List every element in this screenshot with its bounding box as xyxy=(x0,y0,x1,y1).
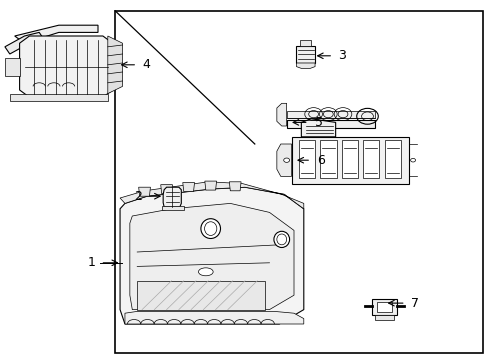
Polygon shape xyxy=(5,58,20,76)
Polygon shape xyxy=(205,181,217,190)
Polygon shape xyxy=(130,203,294,310)
Ellipse shape xyxy=(201,219,220,239)
Bar xyxy=(115,11,483,353)
Bar xyxy=(300,40,311,46)
Polygon shape xyxy=(125,311,304,324)
Polygon shape xyxy=(301,119,336,137)
Polygon shape xyxy=(15,25,98,43)
Polygon shape xyxy=(292,137,409,184)
Text: 2: 2 xyxy=(134,190,142,203)
Polygon shape xyxy=(363,140,379,178)
Polygon shape xyxy=(163,187,181,207)
Polygon shape xyxy=(120,187,304,324)
Polygon shape xyxy=(296,63,315,68)
Polygon shape xyxy=(137,281,265,310)
Text: 6: 6 xyxy=(318,154,325,167)
Polygon shape xyxy=(277,103,287,126)
Bar xyxy=(296,46,315,63)
Text: 7: 7 xyxy=(411,297,418,310)
Polygon shape xyxy=(320,140,337,178)
Ellipse shape xyxy=(277,234,287,245)
Polygon shape xyxy=(5,32,44,54)
Polygon shape xyxy=(20,36,113,97)
Polygon shape xyxy=(342,140,358,178)
Ellipse shape xyxy=(205,222,217,235)
Polygon shape xyxy=(385,140,401,178)
Polygon shape xyxy=(183,183,195,192)
Polygon shape xyxy=(162,206,184,210)
Ellipse shape xyxy=(274,231,290,248)
Ellipse shape xyxy=(198,268,213,276)
Bar xyxy=(372,299,397,315)
Polygon shape xyxy=(120,182,304,209)
Bar xyxy=(377,302,392,312)
Circle shape xyxy=(284,158,290,162)
Polygon shape xyxy=(229,182,241,191)
Bar xyxy=(287,111,375,118)
Bar xyxy=(287,120,375,128)
Circle shape xyxy=(411,158,416,162)
Polygon shape xyxy=(10,94,108,101)
Text: 4: 4 xyxy=(142,58,150,71)
Polygon shape xyxy=(139,187,150,196)
Polygon shape xyxy=(277,144,292,176)
Bar xyxy=(375,315,394,320)
Text: 1: 1 xyxy=(88,256,96,269)
Polygon shape xyxy=(299,140,315,178)
Polygon shape xyxy=(108,36,122,94)
Text: 3: 3 xyxy=(338,49,346,62)
Polygon shape xyxy=(161,185,172,194)
Text: 5: 5 xyxy=(315,116,323,129)
